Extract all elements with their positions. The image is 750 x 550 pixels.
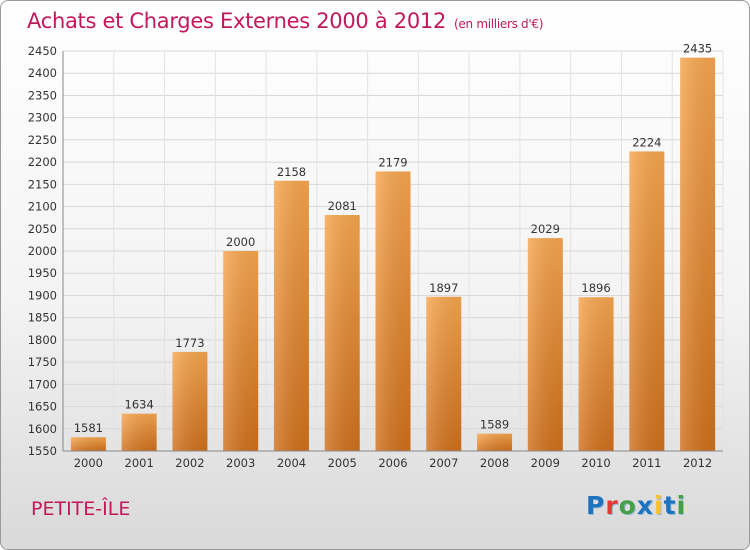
y-tick-label: 2450 bbox=[28, 44, 57, 58]
data-label-2012: 2435 bbox=[683, 42, 712, 56]
bar-shade-2000 bbox=[70, 437, 106, 451]
bar-shade-2007 bbox=[426, 296, 462, 451]
logo-letter: P bbox=[586, 491, 606, 520]
chart-unit: (en milliers d'€) bbox=[454, 17, 544, 31]
data-label-2000: 1581 bbox=[74, 421, 103, 435]
y-tick-label: 2050 bbox=[28, 222, 57, 236]
x-tick-label-2005: 2005 bbox=[328, 456, 357, 470]
data-label-2008: 1589 bbox=[480, 418, 509, 432]
bar-shade-2010 bbox=[578, 297, 614, 451]
place-name: PETITE-ÎLE bbox=[31, 498, 131, 520]
x-tick-label-2008: 2008 bbox=[480, 456, 509, 470]
bar-shade-2006 bbox=[375, 171, 411, 451]
bar-shade-2004 bbox=[273, 180, 309, 451]
y-tick-label: 2250 bbox=[28, 133, 57, 147]
bar-shade-2005 bbox=[324, 215, 360, 451]
y-tick-label: 2000 bbox=[28, 244, 57, 258]
y-tick-label: 1900 bbox=[28, 288, 57, 302]
x-tick-label-2010: 2010 bbox=[581, 456, 610, 470]
x-tick-label-2001: 2001 bbox=[125, 456, 154, 470]
bar-shade-2012 bbox=[680, 57, 716, 452]
chart-title: Achats et Charges Externes 2000 à 2012 (e… bbox=[27, 9, 543, 33]
data-label-2004: 2158 bbox=[277, 165, 306, 179]
logo-letter: r bbox=[605, 491, 619, 520]
bar-shade-2003 bbox=[223, 251, 259, 451]
x-tick-label-2000: 2000 bbox=[74, 456, 103, 470]
y-tick-label: 2150 bbox=[28, 177, 57, 191]
data-label-2010: 1896 bbox=[581, 281, 610, 295]
y-tick-label: 2200 bbox=[28, 155, 57, 169]
x-tick-label-2011: 2011 bbox=[632, 456, 661, 470]
y-tick-label: 2400 bbox=[28, 66, 57, 80]
logo-letter: o bbox=[618, 491, 637, 520]
logo-letter: i bbox=[676, 491, 687, 520]
data-label-2002: 1773 bbox=[175, 336, 204, 350]
bar-shade-2002 bbox=[172, 351, 208, 451]
data-label-2006: 2179 bbox=[378, 155, 407, 169]
data-label-2005: 2081 bbox=[328, 199, 357, 213]
y-tick-label: 1550 bbox=[28, 444, 57, 458]
bar-shade-2011 bbox=[629, 151, 665, 451]
x-tick-label-2012: 2012 bbox=[683, 456, 712, 470]
chart-title-text: Achats et Charges Externes 2000 à 2012 bbox=[27, 9, 447, 33]
bar-shade-2009 bbox=[527, 238, 563, 451]
y-tick-label: 1700 bbox=[28, 377, 57, 391]
x-tick-label-2009: 2009 bbox=[531, 456, 560, 470]
data-label-2011: 2224 bbox=[632, 135, 661, 149]
y-tick-label: 1850 bbox=[28, 311, 57, 325]
data-label-2009: 2029 bbox=[531, 222, 560, 236]
y-tick-label: 2100 bbox=[28, 200, 57, 214]
x-tick-label-2003: 2003 bbox=[226, 456, 255, 470]
y-tick-label: 1600 bbox=[28, 422, 57, 436]
logo-letter: x bbox=[636, 491, 654, 520]
y-tick-label: 2300 bbox=[28, 111, 57, 125]
logo-letter: t bbox=[663, 491, 677, 520]
x-tick-label-2002: 2002 bbox=[175, 456, 204, 470]
y-tick-label: 1750 bbox=[28, 355, 57, 369]
proxiti-logo[interactable]: Proxiti bbox=[586, 491, 686, 520]
data-label-2003: 2000 bbox=[226, 235, 255, 249]
bar-shade-2001 bbox=[121, 413, 157, 451]
y-tick-label: 1800 bbox=[28, 333, 57, 347]
data-label-2001: 1634 bbox=[125, 398, 154, 412]
x-tick-label-2004: 2004 bbox=[277, 456, 306, 470]
y-tick-label: 1650 bbox=[28, 400, 57, 414]
y-tick-label: 2350 bbox=[28, 88, 57, 102]
x-tick-label-2007: 2007 bbox=[429, 456, 458, 470]
logo-letter: i bbox=[654, 491, 664, 520]
x-tick-label-2006: 2006 bbox=[378, 456, 407, 470]
y-tick-label: 1950 bbox=[28, 266, 57, 280]
bar-shade-2008 bbox=[477, 433, 513, 451]
data-label-2007: 1897 bbox=[429, 281, 458, 295]
